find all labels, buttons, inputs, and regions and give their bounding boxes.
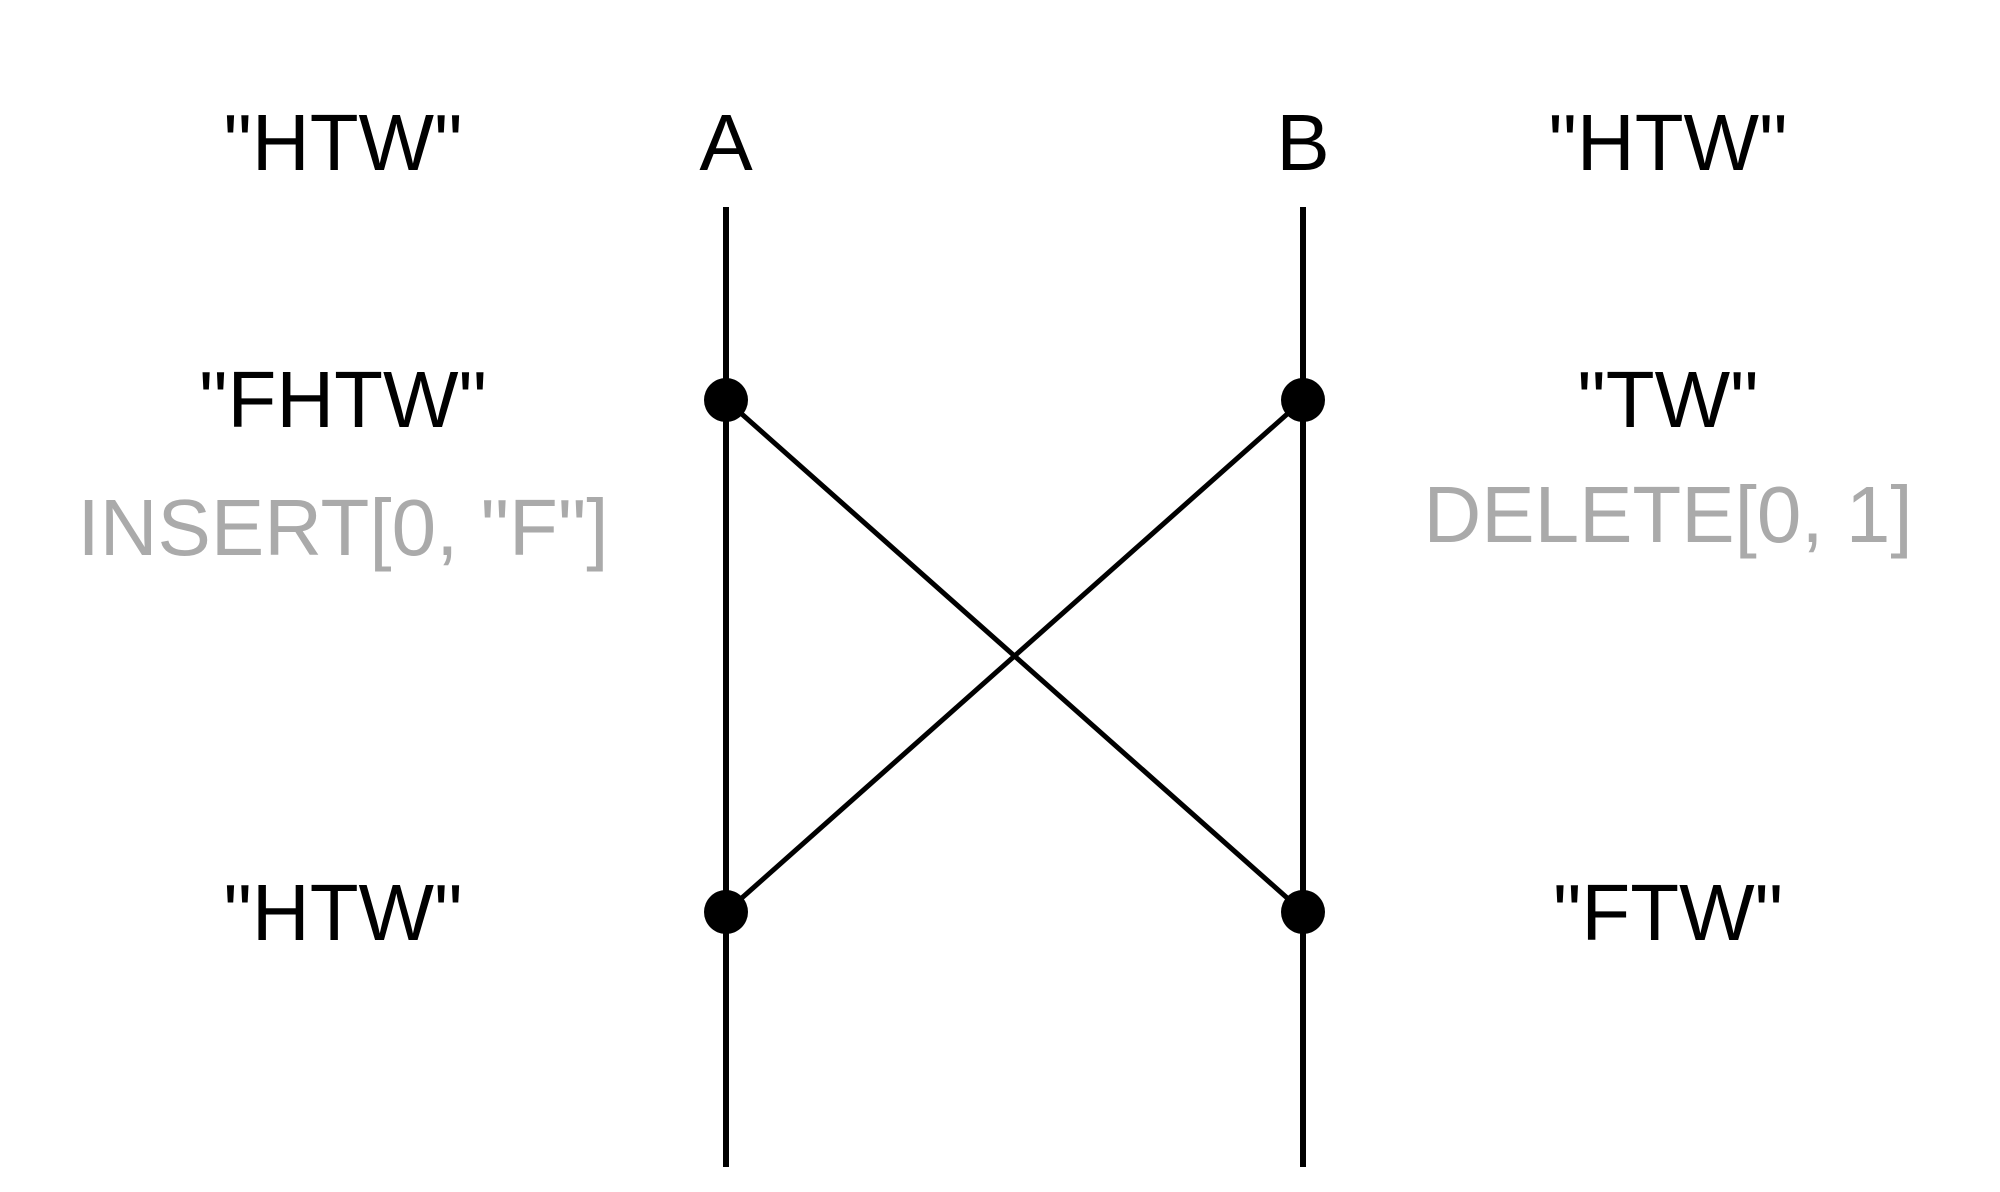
event-dot-b-local	[1281, 378, 1325, 422]
state-a-initial: "HTW"	[224, 98, 463, 187]
participant-b-label: B	[1276, 98, 1329, 187]
state-b-initial: "HTW"	[1549, 98, 1788, 187]
state-a-after-local: "FHTW"	[199, 355, 487, 444]
event-dot-a-receive	[704, 890, 748, 934]
event-dot-a-local	[704, 378, 748, 422]
state-a-final: "HTW"	[224, 868, 463, 957]
state-b-after-local: "TW"	[1577, 355, 1758, 444]
participant-a-label: A	[699, 98, 753, 187]
event-dot-b-receive	[1281, 890, 1325, 934]
message-b-to-a	[724, 398, 1305, 914]
operation-b-label: DELETE[0, 1]	[1423, 470, 1912, 559]
operation-a-label: INSERT[0, "F"]	[78, 483, 609, 572]
state-b-final: "FTW"	[1553, 868, 1783, 957]
